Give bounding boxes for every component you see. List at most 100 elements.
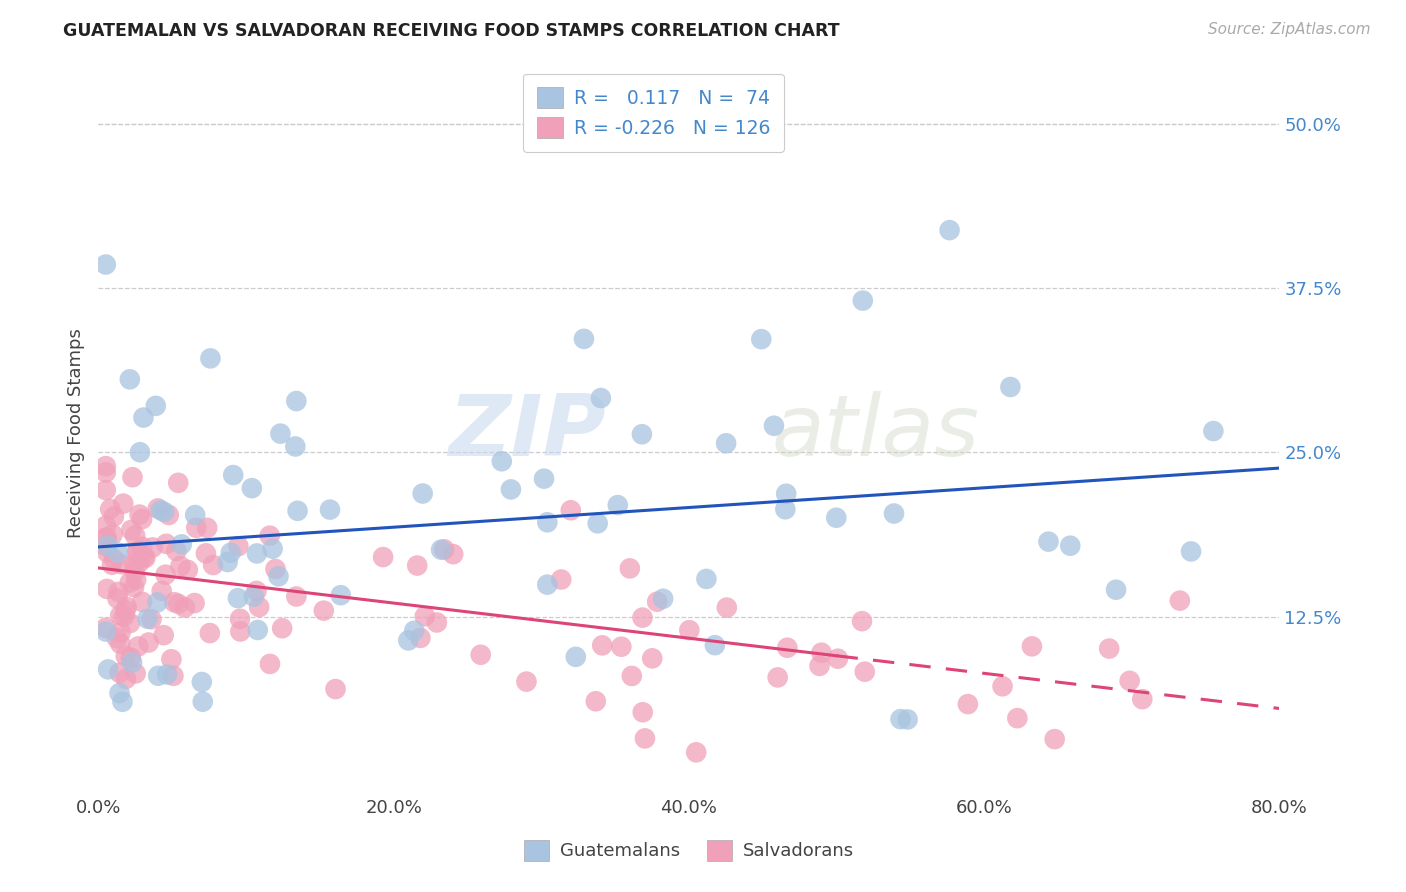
Point [124, 528, 146, 542]
Point [173, 600, 195, 615]
Point [132, 549, 155, 564]
Point [103, 509, 125, 524]
Point [610, 640, 633, 654]
Point [536, 577, 558, 591]
Point [827, 651, 849, 665]
Point [110, 608, 132, 623]
Point [470, 648, 492, 662]
Point [714, 436, 737, 450]
Point [115, 600, 138, 615]
Point [128, 508, 150, 522]
Point [219, 546, 242, 560]
Point [167, 597, 190, 611]
Point [1202, 424, 1225, 438]
Point [620, 669, 643, 683]
Point [94, 459, 117, 474]
Point [166, 544, 188, 558]
Point [96, 531, 118, 545]
Point [162, 669, 184, 683]
Point [222, 468, 245, 483]
Point [287, 504, 309, 518]
Point [264, 562, 287, 576]
Point [138, 635, 160, 649]
Point [155, 537, 177, 551]
Point [533, 472, 555, 486]
Point [110, 637, 132, 651]
Point [703, 638, 725, 652]
Point [810, 646, 832, 660]
Point [94, 539, 117, 553]
Point [430, 542, 453, 557]
Point [94, 483, 117, 497]
Point [94, 624, 117, 639]
Point [634, 731, 657, 746]
Point [229, 612, 252, 626]
Point [591, 639, 613, 653]
Point [127, 544, 149, 558]
Point [118, 372, 141, 386]
Point [1043, 732, 1066, 747]
Point [191, 675, 214, 690]
Point [226, 591, 249, 606]
Point [120, 650, 142, 665]
Point [122, 558, 145, 572]
Point [122, 580, 145, 594]
Point [285, 394, 308, 409]
Point [146, 595, 169, 609]
Point [619, 561, 641, 575]
Point [240, 481, 263, 495]
Legend: Guatemalans, Salvadorans: Guatemalans, Salvadorans [516, 832, 862, 868]
Point [762, 418, 785, 433]
Point [97, 662, 120, 676]
Point [1098, 641, 1121, 656]
Point [120, 615, 142, 630]
Point [1105, 582, 1128, 597]
Point [641, 651, 664, 665]
Point [441, 547, 464, 561]
Point [685, 745, 707, 759]
Point [121, 470, 143, 484]
Point [433, 542, 456, 557]
Point [98, 502, 121, 516]
Point [560, 503, 582, 517]
Point [491, 454, 513, 468]
Point [645, 595, 668, 609]
Point [652, 591, 675, 606]
Point [1038, 534, 1060, 549]
Point [775, 487, 797, 501]
Point [956, 697, 979, 711]
Point [749, 332, 772, 346]
Point [96, 539, 118, 553]
Point [775, 502, 797, 516]
Point [243, 590, 266, 604]
Point [312, 604, 335, 618]
Point [125, 545, 148, 559]
Point [246, 623, 269, 637]
Point [325, 681, 347, 696]
Point [426, 615, 449, 630]
Text: GUATEMALAN VS SALVADORAN RECEIVING FOOD STAMPS CORRELATION CHART: GUATEMALAN VS SALVADORAN RECEIVING FOOD … [63, 22, 839, 40]
Point [284, 440, 307, 454]
Point [1130, 692, 1153, 706]
Point [766, 670, 789, 684]
Point [111, 695, 134, 709]
Point [129, 445, 152, 459]
Point [150, 584, 173, 599]
Point [134, 550, 156, 565]
Point [169, 559, 191, 574]
Point [825, 510, 848, 524]
Point [120, 523, 142, 537]
Point [1168, 593, 1191, 607]
Point [160, 652, 183, 666]
Point [631, 610, 654, 624]
Point [371, 550, 394, 565]
Point [404, 624, 426, 638]
Point [269, 426, 291, 441]
Point [136, 612, 159, 626]
Y-axis label: Receiving Food Stamps: Receiving Food Stamps [67, 327, 86, 538]
Point [114, 648, 136, 663]
Point [177, 563, 200, 577]
Point [406, 558, 429, 573]
Point [200, 351, 222, 366]
Point [776, 640, 799, 655]
